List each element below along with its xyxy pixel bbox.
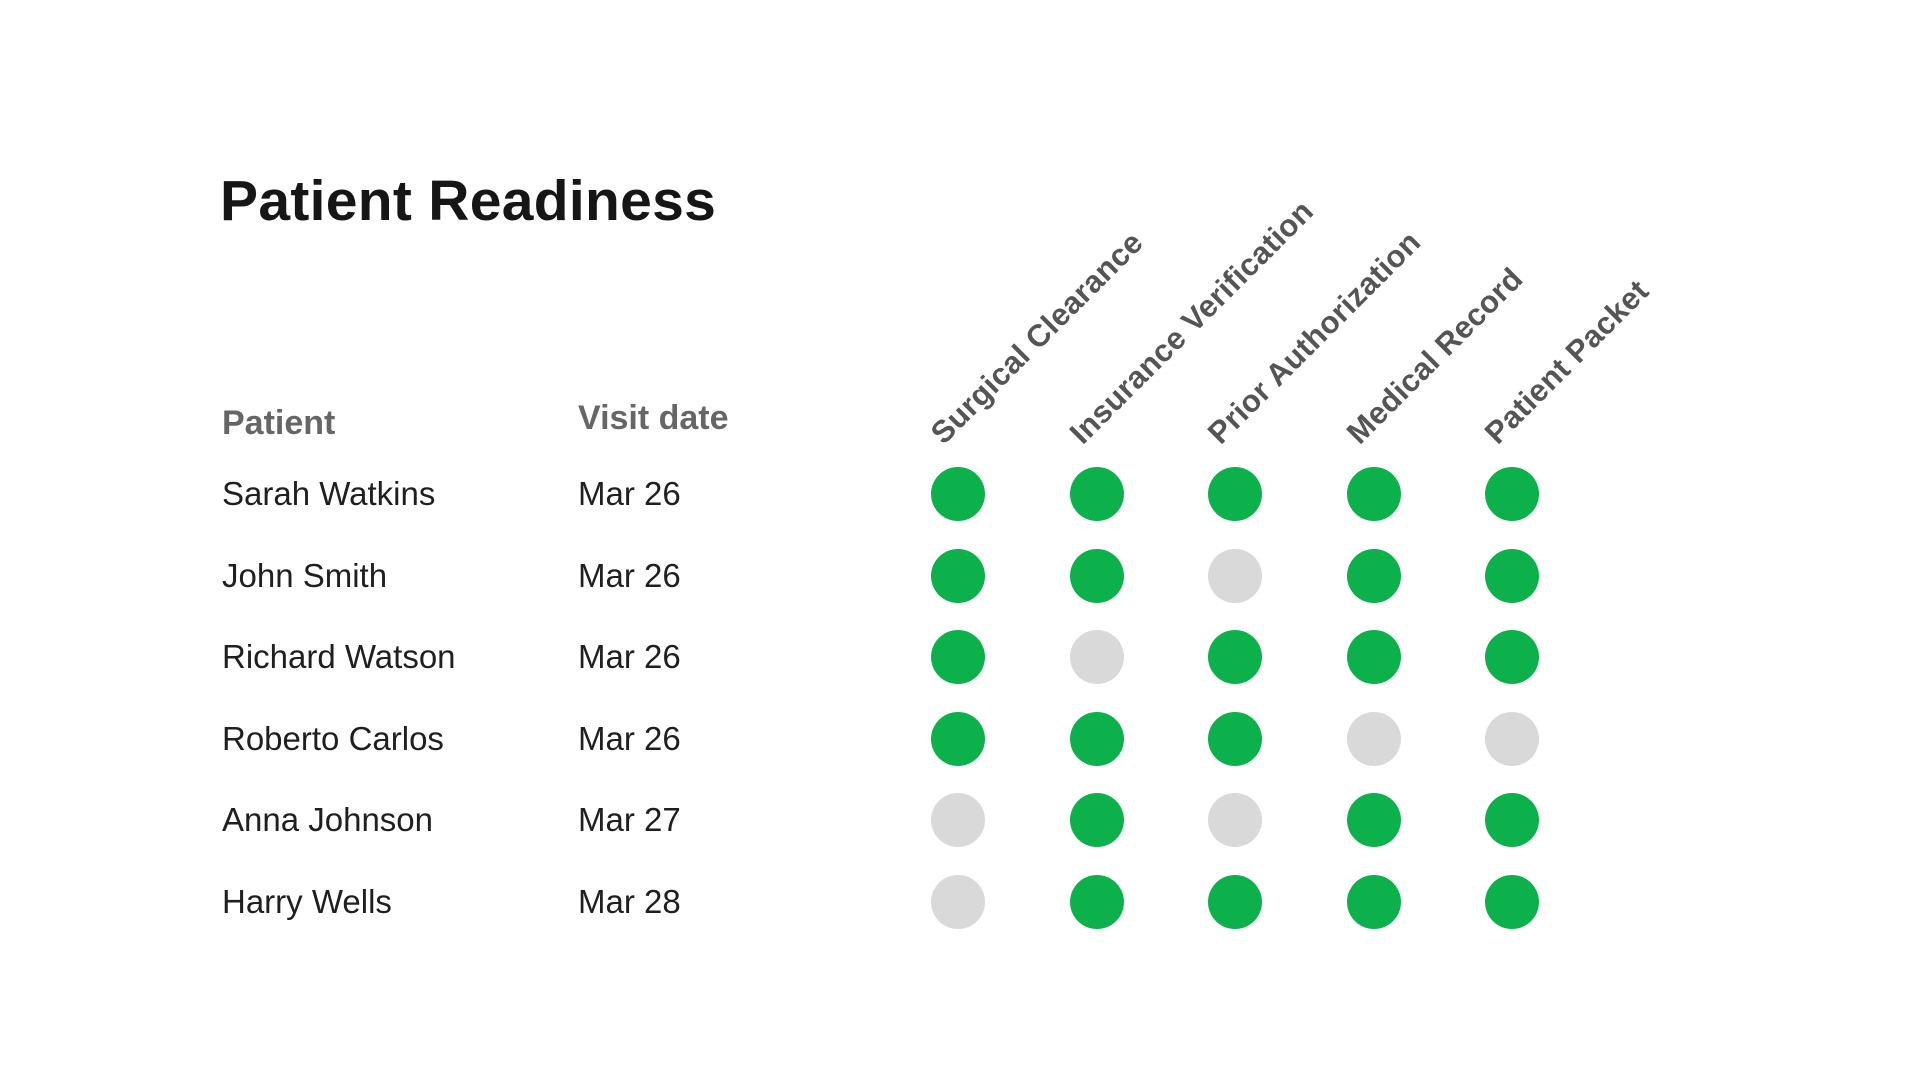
- status-dot-complete: [1208, 711, 1262, 766]
- status-dot-complete: [1346, 548, 1401, 603]
- patient-name: Anna Johnson: [222, 801, 434, 838]
- status-dot-incomplete: [1208, 793, 1262, 847]
- status-dot-complete: [931, 630, 985, 684]
- status-dot-incomplete: [1346, 711, 1401, 766]
- patient-name: Harry Wells: [222, 882, 392, 920]
- page-title: Patient Readiness: [220, 169, 717, 233]
- column-header-insurance-verification: Insurance Verification: [1062, 193, 1320, 451]
- status-dot-complete: [1069, 548, 1124, 603]
- status-dot-complete: [1069, 874, 1124, 929]
- patient-column-header: Patient: [222, 404, 336, 442]
- status-dot-incomplete: [1485, 711, 1539, 766]
- status-dot-complete: [1346, 793, 1401, 847]
- visit-date: Mar 26: [578, 475, 681, 512]
- status-dot-complete: [931, 711, 985, 766]
- status-dot-complete: [1346, 874, 1401, 929]
- status-dot-complete: [1346, 467, 1401, 521]
- status-dot-complete: [931, 467, 985, 521]
- status-dot-complete: [1346, 630, 1401, 684]
- patient-name: Sarah Watkins: [222, 475, 436, 512]
- status-dot-complete: [931, 548, 985, 603]
- status-dot-incomplete: [1069, 630, 1124, 684]
- status-dot-complete: [1208, 467, 1262, 521]
- status-dot-complete: [1208, 630, 1262, 684]
- status-dot-complete: [1485, 630, 1539, 684]
- status-dot-complete: [1069, 711, 1124, 766]
- patient-name: Roberto Carlos: [222, 719, 444, 757]
- status-dot-incomplete: [931, 793, 985, 847]
- visit-date: Mar 27: [578, 801, 681, 838]
- visit-date-column-header: Visit date: [578, 399, 729, 437]
- status-dot-complete: [1069, 793, 1124, 847]
- visit-date: Mar 26: [578, 719, 681, 757]
- status-dot-incomplete: [931, 874, 985, 929]
- visit-date: Mar 26: [578, 638, 681, 675]
- status-dot-complete: [1208, 874, 1262, 929]
- status-dot-incomplete: [1208, 548, 1262, 603]
- status-dot-complete: [1485, 874, 1539, 929]
- status-dot-complete: [1069, 467, 1124, 521]
- status-dot-complete: [1485, 793, 1539, 847]
- status-dot-complete: [1485, 467, 1539, 521]
- patient-name: Richard Watson: [222, 638, 456, 675]
- patient-name: John Smith: [222, 556, 388, 594]
- status-dot-complete: [1485, 548, 1539, 603]
- visit-date: Mar 26: [578, 556, 681, 594]
- visit-date: Mar 28: [578, 882, 681, 920]
